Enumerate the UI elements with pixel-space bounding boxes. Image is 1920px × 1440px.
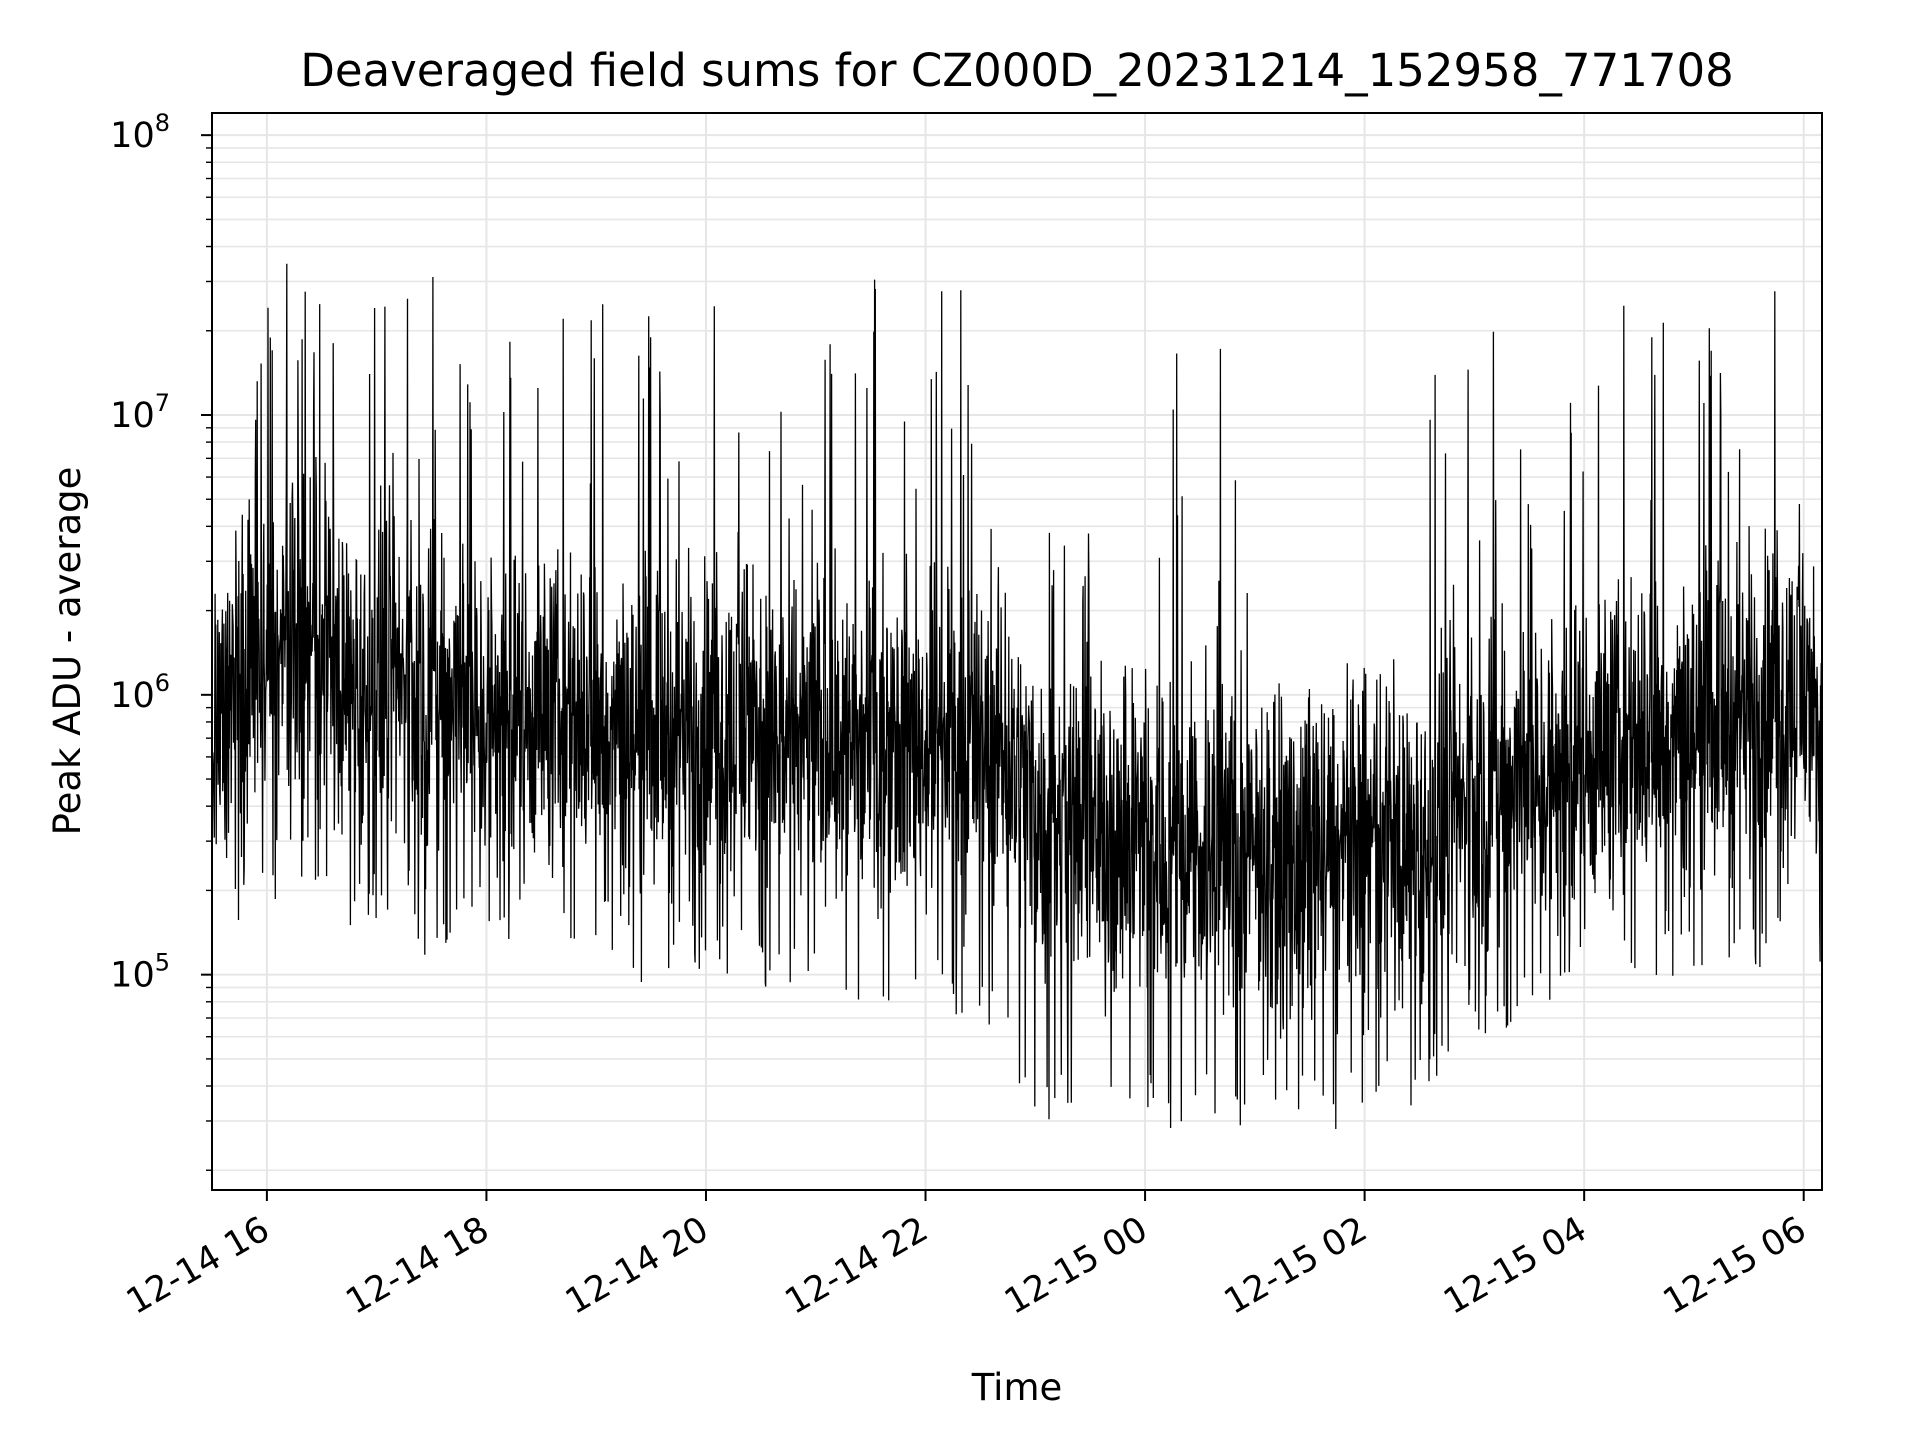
y-tick-label: 108 (110, 109, 170, 156)
y-tick-label: 106 (110, 669, 170, 716)
chart-title: Deaveraged field sums for CZ000D_2023121… (300, 44, 1733, 97)
x-axis-label: Time (971, 1366, 1063, 1409)
y-tick-label: 105 (110, 949, 170, 996)
series-layer (211, 263, 1823, 1130)
series-line (211, 263, 1823, 1130)
plot-frame (211, 112, 1823, 1191)
y-tick-label: 107 (110, 389, 170, 436)
y-axis-label: Peak ADU - average (46, 467, 89, 836)
